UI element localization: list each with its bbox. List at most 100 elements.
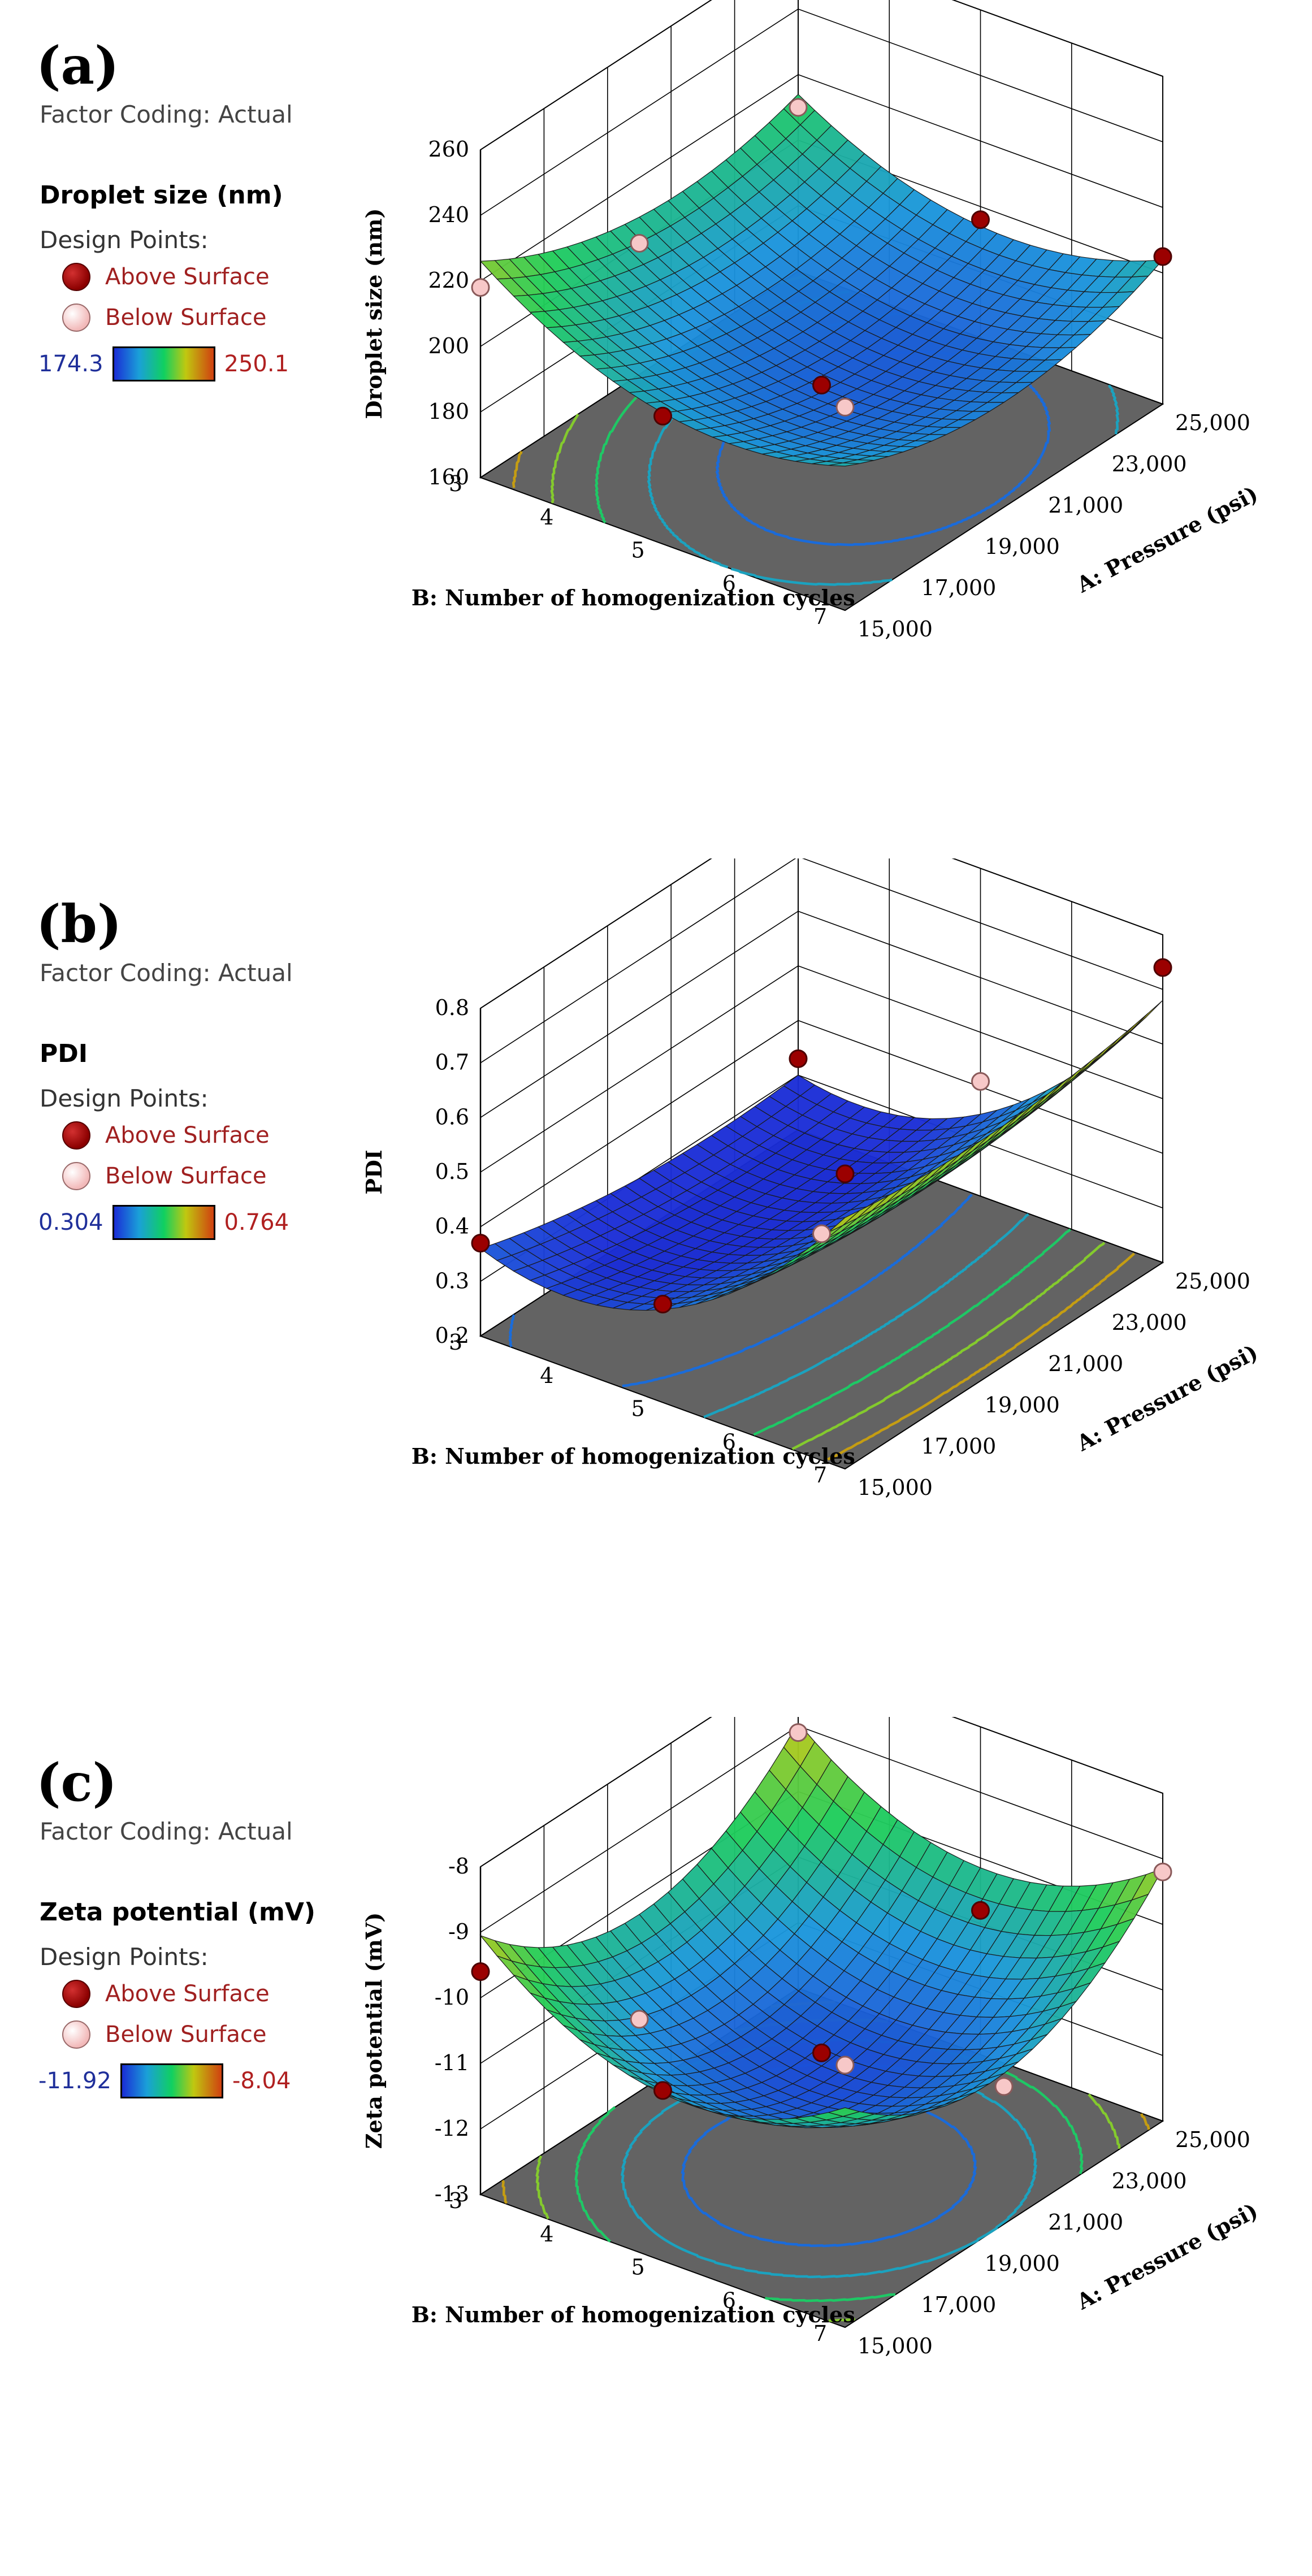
factor-coding-label: Factor Coding: Actual: [40, 1818, 293, 1845]
z-axis-title: PDI: [361, 1150, 387, 1194]
legend-above-label: Above Surface: [105, 1122, 270, 1148]
z-tick-label: 0.7: [435, 1050, 469, 1075]
design-point-above: [971, 1901, 990, 1920]
y-tick-label: 7: [813, 1463, 827, 1488]
z-tick-label: 160: [428, 465, 469, 489]
contour-line: [535, 2155, 549, 2219]
colorbar-gradient: [120, 2063, 223, 2098]
y-tick-label: 5: [631, 1397, 645, 1421]
response-title: Zeta potential (mV): [40, 1898, 316, 1927]
contour-line: [764, 2293, 896, 2302]
colorbar: -11.92 -8.04: [38, 2063, 291, 2099]
x-tick-label: 15,000: [858, 2334, 933, 2358]
design-points: [471, 98, 1172, 426]
z-tick-label: -12: [435, 2116, 469, 2141]
design-point-below: [630, 234, 649, 253]
panel-label: (b): [36, 894, 122, 955]
contour-line: [791, 1242, 1106, 1450]
contour-line: [989, 2064, 1084, 2175]
x-tick-label: 21,000: [1048, 1351, 1123, 1376]
contour-line: [827, 1252, 1135, 1461]
below-surface-marker-icon: [62, 2020, 90, 2049]
x-tick-label: 17,000: [921, 575, 996, 600]
surface-cell: [828, 1210, 860, 1233]
y-axis-title: B: Number of homogenization cycles: [412, 2302, 855, 2327]
z-tick-label: -11: [435, 2050, 469, 2075]
surface-plot-droplet-size: 15,000 17,000 19,000 21,000 23,000 25,000 3 4 5 6…: [361, 0, 1262, 641]
contour-line: [1108, 384, 1120, 435]
z-tick-label: -9: [448, 1919, 469, 1944]
panel-label: (c): [36, 1752, 118, 1813]
y-tick-label: 6: [722, 571, 736, 596]
z-tick-label: 200: [428, 333, 469, 358]
y-tick-label: 3: [449, 471, 462, 496]
contour-line: [730, 567, 893, 586]
z-tick-label: 0.6: [435, 1104, 469, 1129]
below-surface-marker-icon: [62, 1162, 90, 1190]
legend-below-label: Below Surface: [105, 305, 267, 331]
design-point-above: [812, 375, 831, 394]
x-tick-label: 19,000: [985, 2251, 1060, 2276]
x-tick-label: 23,000: [1112, 1310, 1187, 1335]
x-tick-label: 25,000: [1175, 2127, 1250, 2152]
design-point-below: [630, 2010, 649, 2029]
x-tick-label: 15,000: [858, 617, 933, 641]
x-tick-label: 19,000: [985, 1393, 1060, 1417]
design-point-below: [789, 98, 808, 117]
legend-above-label: Above Surface: [105, 264, 270, 290]
legend-below-surface: Below Surface: [62, 1159, 266, 1193]
colorbar-gradient: [112, 1205, 215, 1240]
design-point-above: [812, 2043, 831, 2062]
design-point-above: [653, 2081, 672, 2100]
contour-line: [1088, 2093, 1121, 2149]
floor-contours: [508, 1194, 1135, 1461]
colorbar: 174.3 250.1: [38, 346, 289, 382]
y-tick-label: 6: [722, 2288, 736, 2313]
design-points-label: Design Points:: [40, 1085, 209, 1112]
axis-labels: 15,000 17,000 19,000 21,000 23,000 25,000 3 4 5 6…: [361, 995, 1262, 1500]
y-tick-label: 3: [449, 1330, 462, 1355]
design-point-above: [1153, 247, 1172, 266]
z-gridline: [480, 1717, 1163, 1867]
z-tick-label: 0.4: [435, 1214, 469, 1239]
x-tick-label: 21,000: [1048, 2210, 1123, 2235]
design-point-above: [471, 1962, 490, 1981]
x-tick-label: 17,000: [921, 1434, 996, 1459]
x-tick-label: 25,000: [1175, 410, 1250, 435]
legend-above-label: Above Surface: [105, 1981, 270, 2007]
contour-line: [1140, 2113, 1150, 2130]
z-tick-label: 260: [428, 137, 469, 162]
response-surface: [479, 93, 1164, 467]
surface-plot-pdi: 15,000 17,000 19,000 21,000 23,000 25,000 3 4 5 6…: [361, 858, 1262, 1500]
contour-line: [753, 1228, 1071, 1436]
y-tick-label: 5: [631, 538, 645, 563]
y-tick-label: 3: [449, 2188, 462, 2213]
y-tick-label: 4: [540, 2222, 553, 2247]
x-tick-label: 25,000: [1175, 1269, 1250, 1294]
contour-line: [574, 2106, 616, 2243]
x-tick-label: 19,000: [985, 534, 1060, 559]
response-surface: [479, 1722, 1164, 2128]
surface-cell: [827, 2107, 861, 2117]
colorbar-min: -11.92: [38, 2068, 111, 2094]
design-point-above: [471, 1234, 490, 1253]
y-tick-label: 4: [540, 1363, 553, 1388]
legend-above-surface: Above Surface: [62, 1118, 270, 1152]
legend-below-label: Below Surface: [105, 1163, 267, 1189]
contour-line: [512, 451, 523, 488]
y-tick-label: 5: [631, 2255, 645, 2280]
design-point-above: [653, 406, 672, 426]
design-point-below: [789, 1723, 808, 1742]
design-point-above: [653, 1295, 672, 1313]
colorbar-max: 0.764: [224, 1209, 289, 1235]
colorbar-max: -8.04: [232, 2068, 291, 2094]
above-surface-marker-icon: [62, 263, 90, 291]
z-tick-label: -8: [448, 1854, 469, 1879]
y-axis-title: B: Number of homogenization cycles: [412, 585, 855, 610]
design-points: [471, 1723, 1172, 2100]
legend-above-surface: Above Surface: [62, 1977, 270, 2011]
x-tick-label: 15,000: [858, 1475, 933, 1500]
x-tick-label: 17,000: [921, 2292, 996, 2317]
y-axis-title: B: Number of homogenization cycles: [412, 1443, 855, 1469]
factor-coding-label: Factor Coding: Actual: [40, 101, 293, 128]
